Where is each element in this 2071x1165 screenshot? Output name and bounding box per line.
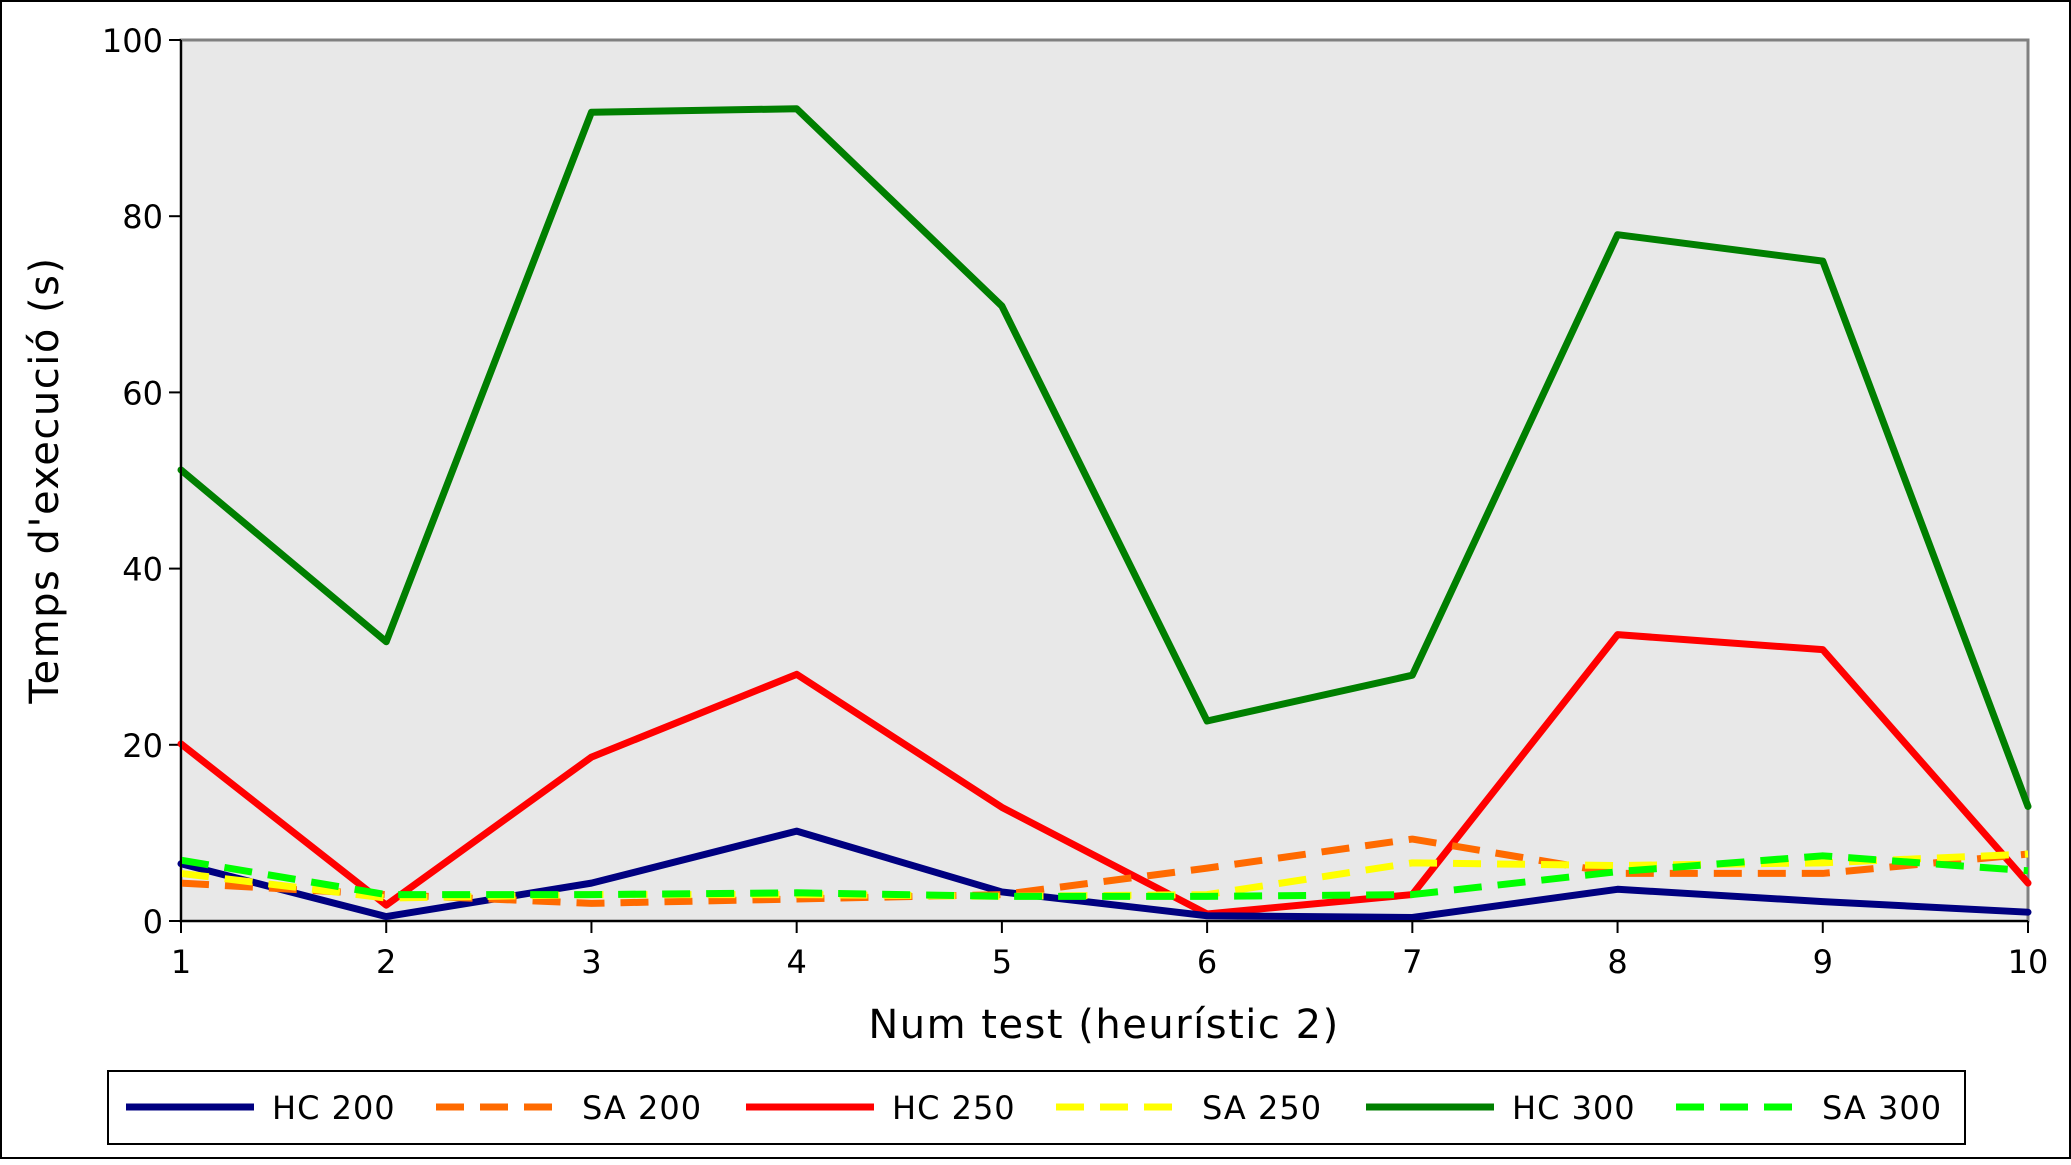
x-axis-label: Num test (heurístic 2) [868,1002,1339,1048]
legend-box [107,1070,1966,1145]
series-line-hc-300 [177,105,2032,810]
legend-label-sa-250: SA 250 [1202,1089,1322,1127]
x-tick-label: 4 [786,943,806,981]
legend-label-hc-300: HC 300 [1512,1089,1636,1127]
x-tick-label: 7 [1402,943,1422,981]
y-axis: 0 20 40 60 80 100 [102,22,181,941]
x-tick-label: 2 [376,943,396,981]
y-tick-label: 100 [102,22,163,60]
x-tick-label: 9 [1813,943,1833,981]
x-tick-label: 3 [581,943,601,981]
y-tick-label: 40 [122,551,163,589]
legend: HC 200 SA 200 HC 250 SA 250 HC 300 SA 300 [126,1089,1942,1127]
y-tick-label: 20 [122,727,163,765]
plot-area [179,38,2030,923]
series-line-hc-250 [177,631,2032,918]
x-tick-label: 5 [992,943,1012,981]
y-axis-label: Temps d'execució (s) [22,256,68,704]
y-tick-label: 60 [122,374,163,412]
x-tick-label: 10 [2008,943,2049,981]
y-tick-label: 80 [122,198,163,236]
legend-label-hc-200: HC 200 [272,1089,396,1127]
series-line-sa-300 [180,852,2029,900]
y-tick-label: 0 [143,903,163,941]
x-tick-label: 1 [171,943,191,981]
legend-label-hc-250: HC 250 [892,1089,1016,1127]
series-lines [177,105,2032,921]
legend-label-sa-300: SA 300 [1822,1089,1942,1127]
x-tick-label: 6 [1197,943,1217,981]
legend-label-sa-200: SA 200 [582,1089,702,1127]
x-axis: 1 2 3 4 5 6 7 8 9 10 [171,921,2049,981]
x-tick-label: 8 [1607,943,1627,981]
